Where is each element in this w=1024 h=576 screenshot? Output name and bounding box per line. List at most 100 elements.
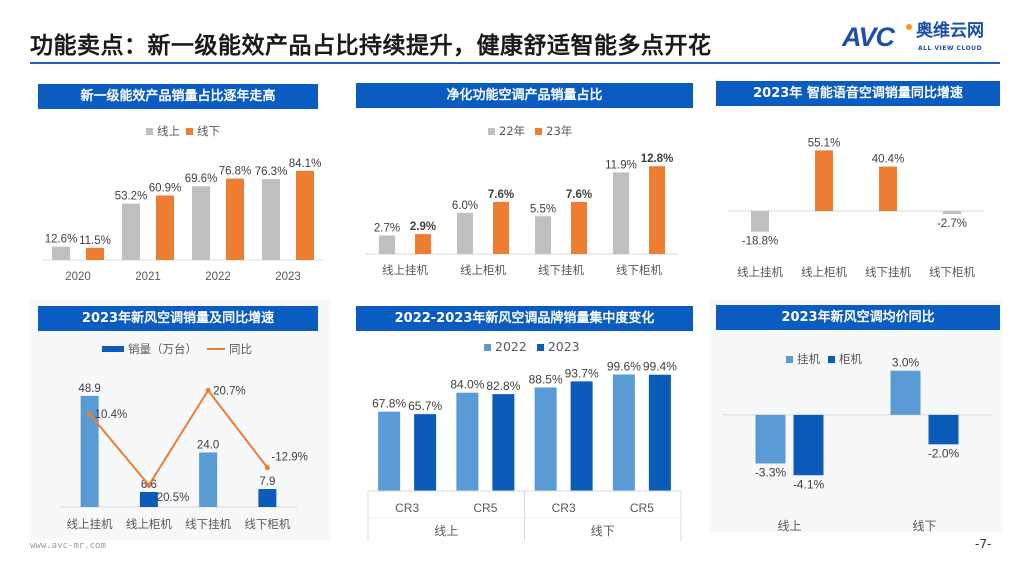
bar-data-label: 99.4%	[643, 360, 677, 374]
legend-label: 同比	[229, 342, 252, 356]
bar-data-label: 84.0%	[450, 378, 484, 392]
footer-url: www.avc-mr.com	[30, 541, 106, 551]
bar-data-label: 99.6%	[607, 359, 641, 373]
category-group-label: 线下	[591, 524, 615, 538]
avc-logo: AVC 奥维云网 ALL VIEW CLOUD	[842, 20, 1002, 60]
bar-data-label: 6.0%	[452, 200, 478, 212]
bar	[612, 374, 635, 491]
bar	[535, 216, 551, 254]
legend-2: 22年 23年	[488, 124, 572, 138]
bar-data-label: 5.5%	[530, 203, 556, 215]
bar-data-label: -2.0%	[928, 446, 960, 460]
bar	[156, 195, 174, 260]
bar-data-label: 12.8%	[641, 153, 674, 165]
category-label: 线下	[912, 519, 936, 533]
legend-1: 线上 线下	[146, 124, 220, 138]
logo-name-cn: 奥维云网	[916, 21, 984, 41]
legend-swatch	[536, 343, 544, 351]
category-label: 线下柜机	[929, 265, 975, 279]
bar	[534, 387, 557, 491]
legend-swatch	[102, 346, 124, 352]
category-label: 线下挂机	[865, 265, 911, 279]
legend-label: 2023	[547, 339, 580, 354]
page-number: -7-	[975, 537, 992, 551]
bar-data-label: 12.6%	[45, 234, 78, 246]
legend-label: 柜机	[839, 352, 862, 366]
category-label: 线上挂机	[737, 265, 783, 279]
bar-data-label: 93.7%	[565, 366, 599, 380]
bar	[80, 395, 99, 507]
bar	[414, 414, 437, 491]
bar-data-label: 7.6%	[566, 189, 592, 201]
legend-4: 销量（万台） 同比	[102, 342, 252, 356]
category-label: 2022	[205, 271, 231, 283]
category-label: CR5	[473, 501, 497, 515]
header-divider	[30, 62, 1000, 64]
category-label: 线上挂机	[382, 263, 428, 277]
bar	[492, 394, 515, 491]
bar	[262, 179, 280, 260]
legend-label: 23年	[546, 124, 573, 138]
bar	[415, 234, 431, 254]
bar-data-label: 2.7%	[374, 222, 400, 234]
line-data-label: -12.9%	[271, 452, 307, 464]
bar-data-label: 82.8%	[486, 379, 520, 393]
bar	[456, 392, 479, 491]
bar-data-label: 55.1%	[808, 137, 841, 149]
category-group-label: 线上	[434, 524, 458, 538]
category-label: 线下柜机	[244, 517, 290, 531]
bar	[379, 235, 395, 254]
line-series-1	[88, 388, 269, 487]
page-title: 功能卖点：新一级能效产品占比持续提升，健康舒适智能多点开花	[30, 33, 712, 59]
bar	[493, 201, 509, 254]
bar	[649, 166, 665, 254]
category-label: CR3	[395, 501, 419, 515]
bar-data-label: 76.3%	[255, 166, 288, 178]
bar-data-label: 60.9%	[149, 182, 182, 194]
line-point	[205, 387, 211, 393]
logo-name-en: ALL VIEW CLOUD	[918, 45, 983, 52]
bar	[258, 489, 277, 507]
legend-6: 挂机 柜机	[786, 352, 862, 366]
legend-5: 2022 2023	[484, 340, 580, 354]
line-point	[87, 411, 93, 417]
legend-swatch	[186, 127, 193, 135]
logo-mark: AVC	[842, 22, 895, 52]
category-label: 2023	[275, 271, 301, 283]
bar-data-label: 48.9	[78, 383, 100, 395]
bar	[457, 212, 473, 254]
bar	[199, 452, 218, 507]
bar-data-label: 11.9%	[605, 159, 637, 171]
category-label: 线上柜机	[460, 263, 506, 277]
bar-data-label: 65.7%	[408, 399, 442, 413]
legend-label: 线下	[197, 124, 220, 138]
chart-title-1: 新一级能效产品销量占比逐年走高	[38, 84, 318, 109]
bar-data-label: 3.0%	[892, 356, 920, 370]
bar-data-label: 67.8%	[372, 397, 406, 411]
legend-label: 22年	[499, 124, 526, 138]
bar-data-label: -3.3%	[755, 465, 787, 479]
category-label: 线上挂机	[67, 517, 113, 531]
chart-title-5: 2022-2023年新风空调品牌销量集中度变化	[356, 306, 693, 331]
bar-data-label: 2.9%	[410, 221, 436, 233]
bar-data-label: 40.4%	[872, 154, 905, 166]
bar-data-label: -4.1%	[793, 477, 825, 491]
logo-dot-icon	[906, 24, 912, 30]
bar	[122, 203, 140, 260]
bar-data-label: 76.8%	[219, 166, 252, 178]
bar	[755, 414, 786, 464]
bar-data-label: 7.6%	[488, 189, 514, 201]
line-data-label: 20.7%	[213, 385, 246, 397]
chart-title-2: 净化功能空调产品销量占比	[356, 83, 693, 108]
bar-data-label: 11.5%	[79, 235, 111, 247]
bar	[571, 201, 587, 254]
bar	[378, 411, 401, 491]
bar	[943, 211, 961, 214]
category-label: 线下柜机	[616, 263, 662, 277]
chart-title-6: 2023年新风空调均价同比	[716, 305, 1000, 330]
bar	[793, 414, 824, 476]
bar-data-label: 53.2%	[115, 191, 148, 203]
category-label: 线上柜机	[801, 265, 847, 279]
bar	[52, 246, 70, 260]
